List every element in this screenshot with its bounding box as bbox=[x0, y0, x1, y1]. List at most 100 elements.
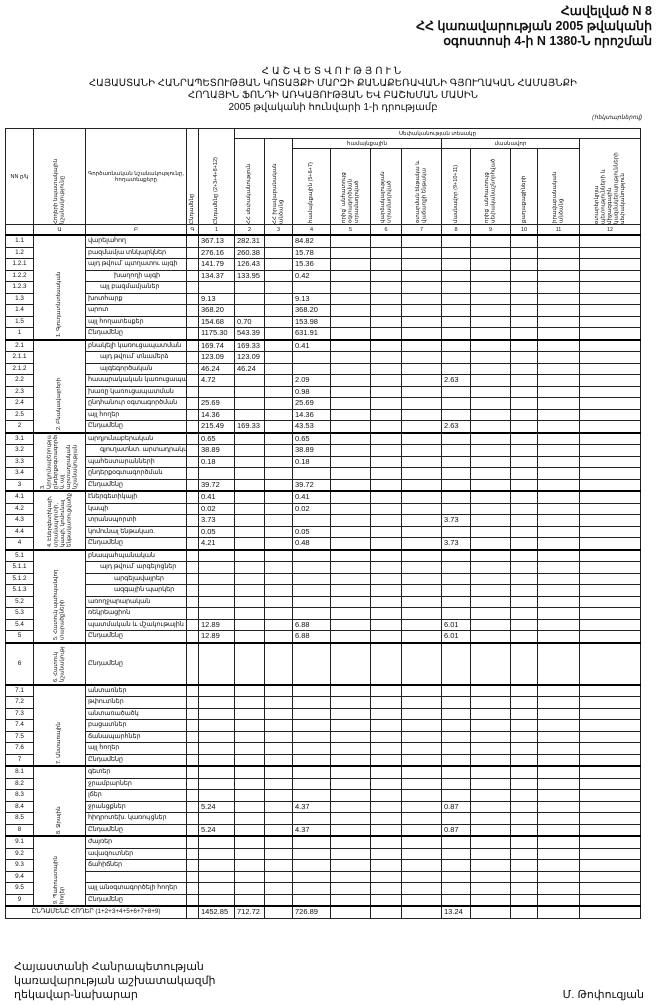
value-col-5 bbox=[330, 765, 371, 779]
value-col-3 bbox=[264, 870, 293, 883]
row-name: Ընդամենը bbox=[85, 420, 187, 433]
value-col-4 bbox=[292, 707, 331, 720]
value-col-8: 3.73 bbox=[441, 514, 471, 527]
value-col-6 bbox=[370, 537, 402, 550]
value-col-11 bbox=[537, 304, 580, 317]
unit-cell bbox=[186, 408, 199, 421]
row-number: 1.1 bbox=[5, 234, 34, 248]
value-col-4 bbox=[292, 882, 331, 895]
value-col-7 bbox=[401, 537, 442, 550]
row-number: 7.1 bbox=[5, 683, 34, 697]
value-col-8: 6.01 bbox=[441, 618, 471, 631]
total-col-11 bbox=[537, 905, 580, 919]
value-col-4: 0.65 bbox=[292, 431, 331, 445]
row-name: խոտհարք bbox=[85, 292, 187, 305]
row-number: 2.4 bbox=[5, 397, 34, 410]
value-col-3 bbox=[264, 234, 293, 248]
row-name bbox=[85, 870, 187, 883]
value-col-12 bbox=[578, 327, 642, 340]
value-col-4 bbox=[292, 683, 331, 697]
value-col-1: 14.36 bbox=[198, 408, 235, 421]
value-col-6 bbox=[370, 431, 402, 445]
row-name: էներգետիկայի bbox=[85, 490, 187, 504]
land-category-label: 4. Էներգետիկայի, տրանսպորտի, կապի, կոմու… bbox=[46, 493, 73, 548]
value-col-10 bbox=[510, 835, 538, 849]
value-col-2 bbox=[234, 641, 265, 685]
value-col-4: 6.88 bbox=[292, 618, 331, 631]
value-col-5 bbox=[330, 362, 371, 375]
value-col-4: 368.20 bbox=[292, 304, 331, 317]
table-row: 2 Ընդամենը 215.49 169.33 43.53 2.63 bbox=[5, 420, 642, 433]
header-c10: քաղաքացիների bbox=[510, 148, 538, 225]
row-name: ռեկրեացիոն bbox=[85, 607, 187, 620]
value-col-5 bbox=[330, 502, 371, 515]
unit-cell bbox=[186, 258, 199, 271]
unit-cell bbox=[186, 374, 199, 387]
table-row: 2.1.2 այգեգործական 46.24 46.24 bbox=[5, 362, 642, 375]
value-col-9 bbox=[470, 753, 511, 767]
land-category-label: 1. Գյուղատնտեսական bbox=[56, 271, 63, 338]
value-col-2 bbox=[234, 385, 265, 398]
value-col-10 bbox=[510, 281, 538, 294]
value-col-10 bbox=[510, 292, 538, 305]
unit-cell bbox=[186, 882, 199, 895]
value-col-8 bbox=[441, 525, 471, 538]
table-row: 7.1 7. Անտառային անտառներ bbox=[5, 683, 642, 767]
value-col-6 bbox=[370, 823, 402, 837]
row-name: առողջարարական bbox=[85, 595, 187, 608]
header-c9: որից՝ անհատույց սեփականաշնորհված bbox=[470, 148, 511, 225]
value-col-10 bbox=[510, 537, 538, 550]
header-c2: ՀՀ սեփականություն bbox=[234, 138, 265, 225]
value-col-5 bbox=[330, 572, 371, 585]
value-col-10 bbox=[510, 753, 538, 767]
value-col-5 bbox=[330, 753, 371, 767]
value-col-9 bbox=[470, 420, 511, 433]
value-col-8 bbox=[441, 408, 471, 421]
value-col-5 bbox=[330, 420, 371, 433]
value-col-8 bbox=[441, 467, 471, 480]
value-col-8 bbox=[441, 683, 471, 697]
column-number: 2 bbox=[234, 224, 265, 236]
value-col-9 bbox=[470, 351, 511, 364]
value-col-12 bbox=[578, 607, 642, 620]
value-col-7 bbox=[401, 246, 442, 259]
column-number: Բ bbox=[85, 224, 187, 236]
value-col-3 bbox=[264, 882, 293, 895]
row-name: ժայռեր bbox=[85, 835, 187, 849]
value-col-7 bbox=[401, 490, 442, 504]
value-col-8 bbox=[441, 292, 471, 305]
value-col-6 bbox=[370, 455, 402, 468]
value-col-12 bbox=[578, 385, 642, 398]
value-col-2 bbox=[234, 823, 265, 837]
unit-cell bbox=[186, 420, 199, 433]
land-category: 7. Անտառային bbox=[33, 683, 86, 767]
table-row: 6 6. Հատուկ նշանակության Ընդամենը bbox=[5, 641, 642, 685]
value-col-5 bbox=[330, 269, 371, 282]
value-col-9 bbox=[470, 431, 511, 445]
value-col-6 bbox=[370, 859, 402, 872]
column-number: 7 bbox=[401, 224, 442, 236]
value-col-7 bbox=[401, 584, 442, 597]
value-col-4: 84.82 bbox=[292, 234, 331, 248]
value-col-6 bbox=[370, 882, 402, 895]
unit-cell bbox=[186, 730, 199, 743]
land-category: 8. Ջրային bbox=[33, 765, 86, 837]
value-col-3 bbox=[264, 765, 293, 779]
value-col-4 bbox=[292, 789, 331, 802]
value-col-1 bbox=[198, 467, 235, 480]
value-col-2 bbox=[234, 835, 265, 849]
value-col-10 bbox=[510, 870, 538, 883]
value-col-10 bbox=[510, 338, 538, 352]
value-col-6 bbox=[370, 467, 402, 480]
header-communal: համայնքային bbox=[292, 138, 442, 149]
value-col-11 bbox=[537, 444, 580, 457]
value-col-5 bbox=[330, 258, 371, 271]
value-col-3 bbox=[264, 707, 293, 720]
header-group-text: Հողերի նպատակային նշանակությունը bbox=[53, 158, 66, 224]
value-col-10 bbox=[510, 258, 538, 271]
unit-cell bbox=[186, 870, 199, 883]
value-col-3 bbox=[264, 595, 293, 608]
value-col-4 bbox=[292, 514, 331, 527]
table-row: 4.2 կապի 0.02 0.02 bbox=[5, 502, 642, 515]
land-category: 5. Հատուկ պահպանվող տարածքների bbox=[33, 548, 86, 643]
